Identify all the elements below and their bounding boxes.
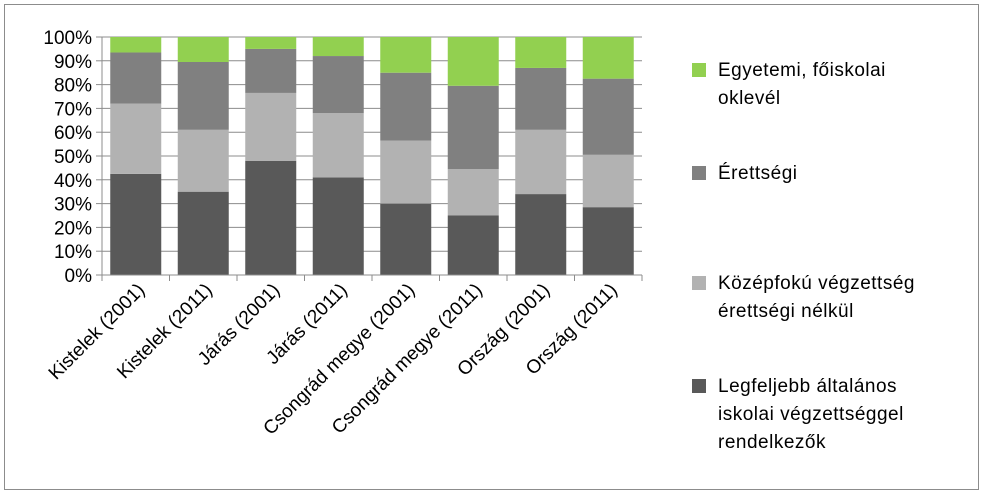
x-axis: Kistelek (2001)Kistelek (2011)Járás (200… bbox=[45, 274, 643, 439]
legend-label: érettségi nélkül bbox=[718, 301, 854, 322]
legend-label: oklevél bbox=[718, 88, 781, 109]
bar-segment bbox=[177, 37, 229, 62]
bar-segment bbox=[245, 92, 297, 161]
bar-segment bbox=[515, 194, 567, 275]
legend-swatch bbox=[692, 63, 706, 77]
legend-swatch bbox=[692, 166, 706, 180]
legend-label: rendelkezők bbox=[718, 432, 826, 453]
y-tick-label: 60% bbox=[54, 123, 92, 144]
bar-segment bbox=[110, 52, 162, 104]
bar-segment bbox=[177, 61, 229, 130]
y-tick-label: 40% bbox=[54, 171, 92, 192]
y-tick-label: 80% bbox=[54, 76, 92, 97]
bar-segment bbox=[245, 48, 297, 93]
legend-label: Egyetemi, főiskolai bbox=[718, 60, 886, 81]
bar-segment bbox=[312, 56, 364, 114]
bar-segment bbox=[177, 191, 229, 275]
legend-label: iskolai végzettséggel bbox=[718, 404, 904, 425]
legend-swatch bbox=[692, 276, 706, 290]
y-tick-label: 90% bbox=[54, 52, 92, 73]
bar-segment bbox=[582, 37, 634, 79]
bar-segment bbox=[380, 140, 432, 204]
bar-segment bbox=[515, 37, 567, 68]
y-tick-label: 10% bbox=[54, 242, 92, 263]
bar-segment bbox=[245, 37, 297, 49]
bar-segment bbox=[312, 37, 364, 57]
y-tick-label: 20% bbox=[54, 218, 92, 239]
legend: Egyetemi, főiskolai oklevél Érettségi Közép… bbox=[692, 60, 915, 453]
y-axis: 0% 10% 20%30% 40% 50% 60% 70%80% 90% 100% bbox=[43, 28, 103, 287]
bar-segment bbox=[582, 207, 634, 275]
bar-segment bbox=[177, 129, 229, 192]
bar-segment bbox=[380, 37, 432, 73]
y-tick-label: 100% bbox=[43, 28, 92, 49]
y-tick-label: 50% bbox=[54, 147, 92, 168]
bar-segment bbox=[110, 37, 162, 53]
bar-segment bbox=[245, 160, 297, 275]
bar-segment bbox=[447, 169, 499, 216]
bar-segment bbox=[312, 177, 364, 275]
bars bbox=[110, 37, 634, 275]
legend-swatch bbox=[692, 379, 706, 393]
legend-label: Érettségi bbox=[718, 163, 797, 184]
bar-segment bbox=[110, 173, 162, 275]
bar-segment bbox=[447, 85, 499, 170]
y-tick-label: 30% bbox=[54, 195, 92, 216]
legend-label: Legfeljebb általános bbox=[718, 376, 897, 397]
bar-segment bbox=[515, 67, 567, 130]
y-tick-label: 0% bbox=[65, 266, 93, 287]
bar-segment bbox=[582, 154, 634, 208]
bar-segment bbox=[110, 103, 162, 174]
bar-segment bbox=[582, 78, 634, 155]
bar-segment bbox=[312, 113, 364, 178]
bar-segment bbox=[380, 203, 432, 275]
bar-segment bbox=[380, 72, 432, 141]
y-tick-label: 70% bbox=[54, 99, 92, 120]
legend-label: Középfokú végzettség bbox=[718, 273, 915, 294]
bar-segment bbox=[447, 37, 499, 86]
bar-segment bbox=[447, 215, 499, 275]
bar-segment bbox=[515, 129, 567, 195]
